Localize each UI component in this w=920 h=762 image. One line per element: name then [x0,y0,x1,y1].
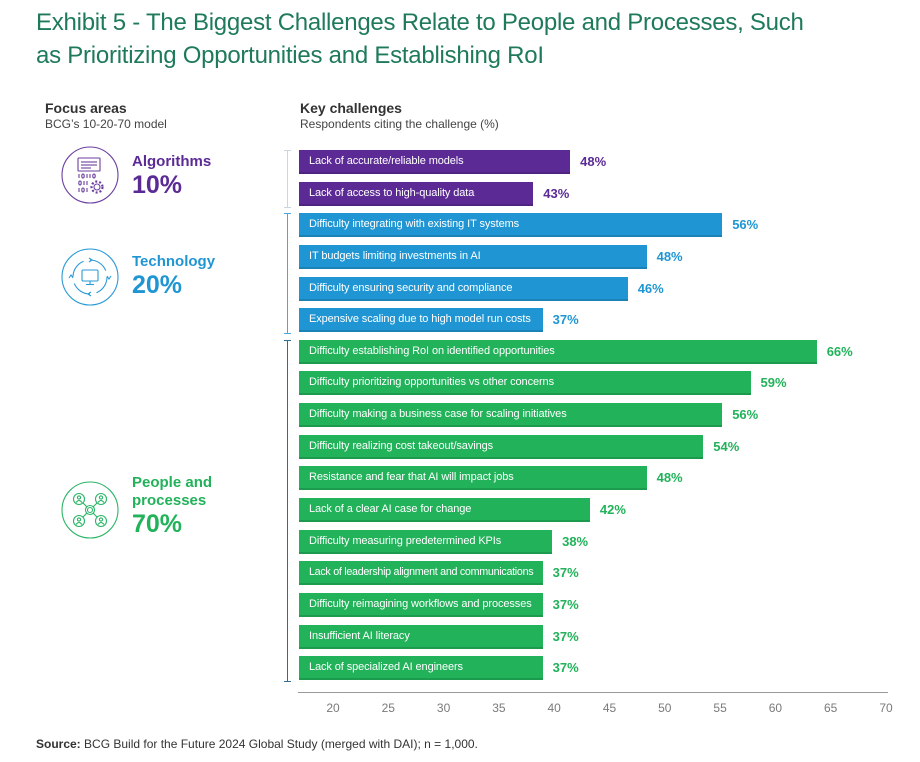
bar-label: Insufficient AI literacy [309,629,410,642]
bar-label: Difficulty reimagining workflows and pro… [309,597,532,610]
bar-value-label: 37% [552,312,579,328]
bar-value-label: 46% [637,280,664,296]
focus-area-share: 20% [132,271,183,299]
group-bracket-algorithms [284,150,291,208]
bar-label: Lack of a clear AI case for change [309,503,472,516]
focus-area-name: People and processes [132,474,213,509]
source-note: Source: BCG Build for the Future 2024 Gl… [36,737,478,751]
title-line-1: Exhibit 5 - The Biggest Challenges Relat… [36,9,804,36]
bar-value-label: 37% [552,660,579,676]
bar-value-label: 42% [599,502,626,518]
focus-area-text: Algorithms 10% [132,153,211,199]
bar-lack-of-access-to-high-quality-data: Lack of access to high-quality data [299,181,534,206]
bar-difficulty-realizing-cost-takeout-savings: Difficulty realizing cost takeout/saving… [299,434,704,459]
bar-difficulty-establishing-roi-on-identified-opportunities: Difficulty establishing RoI on identifie… [299,339,817,364]
source-label: Source: [36,737,81,751]
x-tick-label: 25 [381,701,395,715]
bar-value-label: 38% [562,533,589,549]
bar-value-label: 37% [552,628,579,644]
bar-lack-of-leadership-alignment-and-communications: Lack of leadership alignment and communi… [299,561,543,586]
exhibit-title: Exhibit 5 - The Biggest Challenges Relat… [36,6,804,72]
bar-value-label: 66% [826,343,853,359]
group-bracket-technology [284,213,291,335]
bar-insufficient-ai-literacy: Insufficient AI literacy [299,624,543,649]
bar-expensive-scaling-due-to-high-model-run-costs: Expensive scaling due to high model run … [299,308,543,333]
bar-difficulty-integrating-with-existing-it-systems: Difficulty integrating with existing IT … [299,213,723,238]
bar-difficulty-reimagining-workflows-and-processes: Difficulty reimagining workflows and pro… [299,592,543,617]
x-tick-label: 65 [824,701,838,715]
x-tick-label: 20 [326,701,340,715]
bar-label: Lack of specialized AI engineers [309,661,463,674]
focus-area-people-and-processes: People and processes 70% [60,474,270,544]
technology-cycle-icon [61,248,119,306]
x-tick-label: 35 [492,701,506,715]
bar-lack-of-a-clear-ai-case-for-change: Lack of a clear AI case for change [299,498,590,523]
source-text: BCG Build for the Future 2024 Global Stu… [80,737,478,751]
x-tick-label: 40 [547,701,561,715]
title-line-2: as Prioritizing Opportunities and Establ… [36,42,544,69]
bar-value-label: 37% [552,565,579,581]
x-tick-label: 60 [768,701,783,715]
x-axis-line [298,692,888,693]
bar-lack-of-accurate-reliable-models: Lack of accurate/reliable models [299,150,571,174]
bar-label: Difficulty integrating with existing IT … [309,218,520,231]
bar-lack-of-specialized-ai-engineers: Lack of specialized AI engineers [299,656,543,681]
bar-value-label: 48% [656,470,683,486]
focus-area-text: Technology 20% [132,253,215,299]
focus-area-share: 70% [132,510,183,538]
algorithm-icon [61,146,119,204]
bar-value-label: 54% [713,438,740,454]
x-tick-label: 70 [879,701,893,715]
key-challenges-header: Key challenges Respondents citing the ch… [300,100,499,132]
focus-area-name: Technology [132,253,216,270]
bar-difficulty-prioritizing-opportunities-vs-other-concerns: Difficulty prioritizing opportunities vs… [299,371,751,396]
bar-value-label: 59% [760,375,787,391]
x-tick-label: 55 [713,701,727,715]
bar-value-label: 56% [732,407,759,423]
focus-area-technology: Technology 20% [60,247,270,311]
bar-value-label: 56% [732,217,759,233]
bar-label: Lack of leadership alignment and communi… [309,566,534,579]
bar-label: Lack of access to high-quality data [309,186,475,199]
bar-label: Difficulty realizing cost takeout/saving… [309,439,494,452]
bar-label: Lack of accurate/reliable models [309,155,464,167]
bar-it-budgets-limiting-investments-in-ai: IT budgets limiting investments in AI [299,244,647,269]
key-challenges-heading: Key challenges [300,100,402,116]
bar-value-label: 37% [552,596,579,612]
x-tick-label: 45 [602,701,617,715]
bar-label: Resistance and fear that AI will impact … [309,471,514,484]
x-tick-label: 50 [658,701,672,715]
focus-areas-header: Focus areas BCG’s 10-20-70 model [45,100,167,132]
bar-value-label: 48% [580,154,607,169]
bar-value-label: 43% [543,185,570,201]
bar-label: Difficulty prioritizing opportunities vs… [309,376,554,389]
bar-value-label: 48% [656,248,683,264]
bar-label: Difficulty measuring predetermined KPIs [309,534,502,547]
people-network-icon [61,481,119,539]
focus-areas-subheading: BCG’s 10-20-70 model [45,117,167,131]
bar-resistance-and-fear-that-ai-will-impact-jobs: Resistance and fear that AI will impact … [299,466,647,491]
focus-area-name: Algorithms [132,153,212,170]
bar-label: Difficulty ensuring security and complia… [309,281,513,294]
key-challenges-subheading: Respondents citing the challenge (%) [300,117,499,131]
bar-label: IT budgets limiting investments in AI [309,249,481,262]
focus-area-algorithms: Algorithms 10% [60,145,270,209]
bar-difficulty-making-a-business-case-for-scaling-initiatives: Difficulty making a business case for sc… [299,403,723,428]
x-tick-label: 30 [436,701,451,715]
focus-area-share: 10% [132,171,183,199]
bar-label: Expensive scaling due to high model run … [309,313,531,326]
focus-area-text: People and processes 70% [132,474,227,538]
group-bracket-people-and-processes [284,339,291,683]
bar-label: Difficulty making a business case for sc… [309,408,567,421]
bar-label: Difficulty establishing RoI on identifie… [309,344,555,357]
bar-difficulty-measuring-predetermined-kpis: Difficulty measuring predetermined KPIs [299,529,553,554]
bar-difficulty-ensuring-security-and-compliance: Difficulty ensuring security and complia… [299,276,628,301]
focus-areas-heading: Focus areas [45,100,127,116]
